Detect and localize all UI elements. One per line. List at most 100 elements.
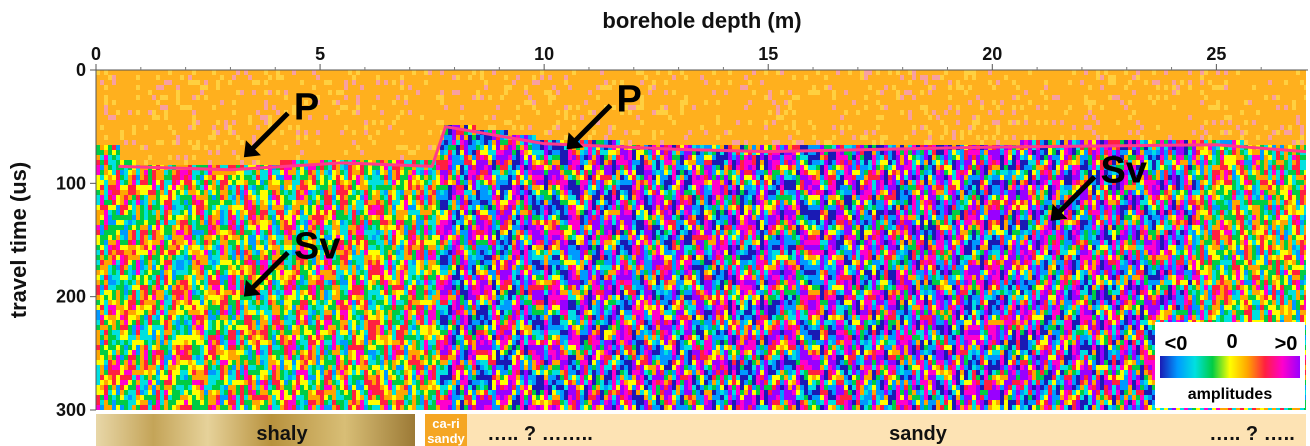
heatmap-cell <box>192 330 196 335</box>
heatmap-cell <box>280 370 284 375</box>
heatmap-cell <box>324 115 328 120</box>
heatmap-cell <box>280 340 284 345</box>
heatmap-cell <box>304 375 308 380</box>
heatmap-cell <box>280 270 284 275</box>
heatmap-cell <box>200 400 204 405</box>
heatmap-cell <box>236 130 240 135</box>
heatmap-cell <box>128 390 132 395</box>
heatmap-cell <box>196 100 200 105</box>
heatmap-cell <box>100 240 104 245</box>
heatmap-cell <box>384 135 388 140</box>
heatmap-cell <box>152 325 156 330</box>
heatmap-cell <box>196 325 200 330</box>
heatmap-cell <box>344 100 348 105</box>
heatmap-cell <box>128 260 132 265</box>
heatmap-cell <box>112 75 116 80</box>
heatmap-cell <box>152 205 156 210</box>
heatmap-cell <box>364 210 368 215</box>
heatmap-cell <box>108 120 112 125</box>
heatmap-cell <box>232 340 236 345</box>
heatmap-cell <box>240 110 244 115</box>
heatmap-cell <box>376 195 380 200</box>
heatmap-cell <box>228 85 232 90</box>
heatmap-cell <box>272 400 276 405</box>
heatmap-cell <box>284 200 288 205</box>
heatmap-cell <box>216 165 220 170</box>
heatmap-cell <box>212 115 216 120</box>
heatmap-cell <box>176 70 180 75</box>
heatmap-cell <box>280 320 284 325</box>
heatmap-cell <box>376 180 380 185</box>
heatmap-cell <box>252 90 256 95</box>
heatmap-cell <box>276 100 280 105</box>
heatmap-cell <box>192 375 196 380</box>
heatmap-cell <box>356 405 360 410</box>
heatmap-cell <box>144 300 148 305</box>
heatmap-cell <box>228 140 232 145</box>
heatmap-cell <box>372 260 376 265</box>
heatmap-cell <box>292 380 296 385</box>
heatmap-cell <box>308 365 312 370</box>
heatmap-cell <box>100 375 104 380</box>
heatmap-cell <box>176 210 180 215</box>
heatmap-cell <box>276 85 280 90</box>
heatmap-cell <box>184 130 188 135</box>
heatmap-cell <box>136 150 140 155</box>
heatmap-cell <box>212 125 216 130</box>
heatmap-cell <box>304 320 308 325</box>
heatmap-cell <box>172 155 176 160</box>
heatmap-cell <box>332 275 336 280</box>
heatmap-cell <box>120 75 124 80</box>
heatmap-cell <box>208 90 212 95</box>
heatmap-cell <box>104 95 108 100</box>
heatmap-cell <box>308 85 312 90</box>
heatmap-cell <box>104 85 108 90</box>
heatmap-cell <box>168 340 172 345</box>
heatmap-cell <box>268 235 272 240</box>
heatmap-cell <box>180 320 184 325</box>
heatmap-cell <box>316 265 320 270</box>
heatmap-cell <box>216 265 220 270</box>
heatmap-cell <box>264 155 268 160</box>
heatmap-cell <box>104 340 108 345</box>
heatmap-cell <box>376 205 380 210</box>
heatmap-cell <box>232 300 236 305</box>
heatmap-cell <box>108 110 112 115</box>
heatmap-cell <box>224 110 228 115</box>
heatmap-cell <box>160 345 164 350</box>
heatmap-cell <box>328 135 332 140</box>
heatmap-cell <box>380 80 384 85</box>
heatmap-cell <box>328 280 332 285</box>
heatmap-cell <box>192 225 196 230</box>
heatmap-cell <box>168 315 172 320</box>
heatmap-cell <box>372 320 376 325</box>
heatmap-cell <box>208 120 212 125</box>
heatmap-cell <box>212 185 216 190</box>
heatmap-cell <box>328 210 332 215</box>
heatmap-cell <box>272 170 276 175</box>
heatmap-cell <box>216 375 220 380</box>
heatmap-cell <box>332 180 336 185</box>
heatmap-cell <box>348 260 352 265</box>
heatmap-cell <box>360 310 364 315</box>
heatmap-cell <box>300 200 304 205</box>
heatmap-cell <box>188 210 192 215</box>
heatmap-cell <box>380 90 384 95</box>
heatmap-cell <box>188 90 192 95</box>
heatmap-cell <box>108 215 112 220</box>
heatmap-cell <box>256 215 260 220</box>
heatmap-cell <box>152 75 156 80</box>
heatmap-cell <box>276 355 280 360</box>
heatmap-cell <box>184 175 188 180</box>
heatmap-cell <box>204 70 208 75</box>
heatmap-cell <box>172 350 176 355</box>
heatmap-cell <box>184 335 188 340</box>
heatmap-cell <box>96 70 100 75</box>
heatmap-cell <box>124 225 128 230</box>
heatmap-cell <box>224 310 228 315</box>
heatmap-cell <box>368 255 372 260</box>
heatmap-cell <box>196 290 200 295</box>
heatmap-cell <box>308 395 312 400</box>
heatmap-cell <box>148 325 152 330</box>
heatmap-cell <box>320 80 324 85</box>
